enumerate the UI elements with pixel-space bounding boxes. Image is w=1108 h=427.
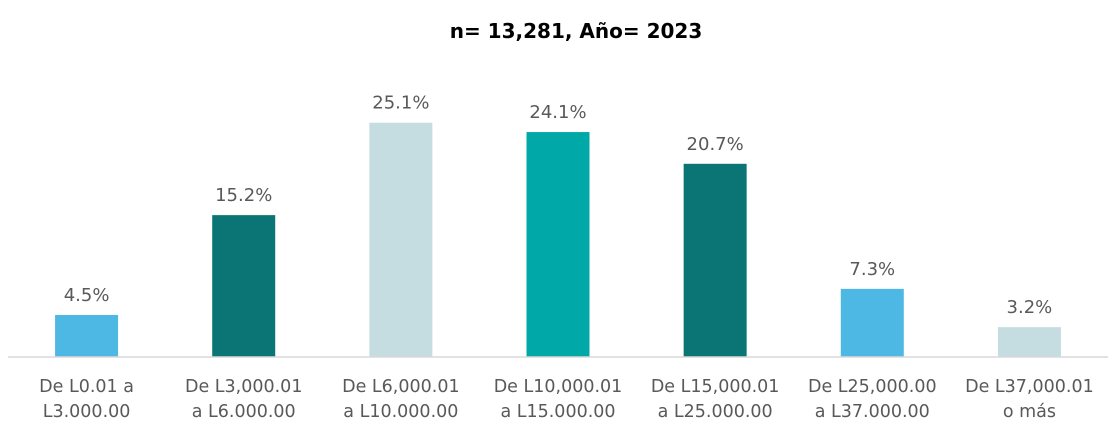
x-tick-label: De L10,000.01 a L15.000.00 [494, 377, 623, 422]
x-tick-label: De L6,000.01 a L10.000.00 [342, 377, 459, 422]
chart-title: n= 13,281, Año= 2023 [450, 19, 703, 43]
value-label: 4.5% [64, 285, 110, 306]
value-label: 20.7% [687, 134, 744, 155]
x-tick-label: De L0.01 a L3.000.00 [39, 377, 134, 422]
bar [683, 163, 747, 357]
x-tick-label: De L3,000.01 a L6.000.00 [185, 377, 302, 422]
value-label: 3.2% [1007, 297, 1053, 318]
bar [212, 215, 276, 357]
x-tick-label: De L15,000.01 a L25.000.00 [651, 377, 780, 422]
bar [369, 122, 433, 357]
value-label: 7.3% [849, 259, 895, 280]
x-tick-label: De L25,000.00 a L37.000.00 [808, 377, 937, 422]
bar [997, 327, 1061, 357]
value-label: 25.1% [372, 93, 429, 114]
bar [55, 315, 119, 357]
x-tick-label: De L37,000.01 o más [965, 377, 1094, 422]
value-label: 15.2% [215, 185, 272, 206]
value-label: 24.1% [529, 102, 586, 123]
bar [840, 288, 904, 357]
bar [526, 132, 590, 357]
